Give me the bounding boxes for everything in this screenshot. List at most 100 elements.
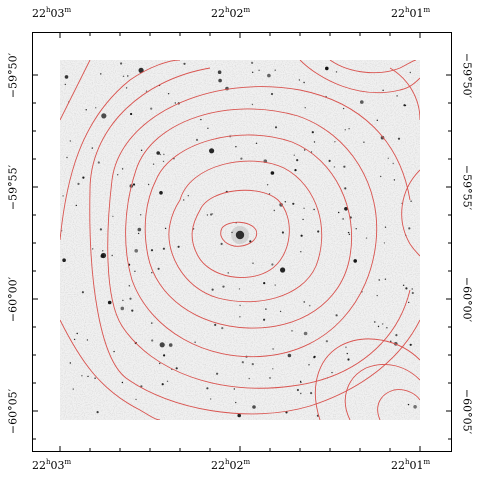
star: [303, 207, 305, 209]
star: [96, 411, 99, 414]
contour-level-1: [220, 221, 258, 247]
star: [384, 278, 387, 280]
star: [112, 215, 114, 218]
star: [405, 287, 408, 290]
central-halo: [231, 226, 249, 244]
star: [159, 362, 161, 365]
star: [363, 141, 365, 143]
contour-level-13: [344, 364, 420, 420]
star: [387, 157, 389, 159]
star: [304, 149, 306, 151]
star: [300, 234, 303, 237]
star: [348, 128, 350, 130]
star: [92, 248, 94, 250]
star: [81, 291, 84, 294]
star: [258, 69, 260, 71]
star: [365, 237, 368, 239]
star: [249, 240, 252, 243]
star: [206, 214, 209, 216]
star: [147, 183, 150, 186]
star: [134, 249, 138, 253]
star: [344, 187, 347, 190]
star: [411, 288, 413, 290]
star: [127, 75, 129, 77]
star: [300, 392, 302, 395]
plot-frame: [32, 32, 452, 452]
star: [298, 79, 301, 81]
star: [313, 141, 316, 143]
star: [135, 398, 137, 401]
star: [221, 327, 224, 330]
star: [313, 355, 316, 358]
star: [397, 137, 401, 140]
star: [81, 375, 83, 377]
dec-label-right-2: −59°55′: [460, 164, 474, 211]
star: [76, 332, 78, 335]
star: [344, 207, 348, 211]
star: [159, 153, 161, 156]
star: [380, 135, 385, 140]
star: [138, 67, 144, 73]
star: [210, 398, 212, 400]
star: [331, 371, 333, 374]
star: [214, 323, 217, 326]
star: [384, 226, 387, 228]
star: [209, 148, 215, 154]
star: [353, 259, 358, 263]
intensity-contours: [60, 60, 420, 420]
star: [91, 147, 93, 149]
star: [287, 353, 292, 358]
star: [393, 179, 396, 181]
star: [120, 62, 123, 65]
star: [100, 254, 105, 258]
star: [159, 342, 165, 348]
star: [217, 70, 222, 74]
star: [164, 227, 167, 230]
star: [77, 182, 80, 185]
star: [293, 154, 295, 156]
star: [113, 350, 115, 353]
star: [325, 340, 328, 343]
star: [72, 388, 74, 390]
star: [355, 228, 357, 230]
star: [211, 213, 214, 215]
star: [241, 361, 244, 364]
star: [380, 175, 382, 178]
star: [87, 375, 89, 378]
star: [408, 301, 410, 304]
star: [291, 330, 293, 332]
star: [347, 231, 350, 234]
star-field: [61, 61, 417, 418]
star: [73, 338, 76, 341]
dec-label-left-3: −60°00′: [6, 276, 20, 323]
star: [347, 358, 350, 361]
star: [317, 230, 320, 233]
star: [86, 339, 89, 341]
star: [175, 367, 178, 370]
star: [263, 282, 266, 285]
star: [267, 73, 271, 78]
star: [383, 242, 386, 244]
star: [338, 211, 340, 214]
ra-label-top-2: 22h02m: [211, 6, 251, 20]
star: [407, 403, 410, 406]
star: [296, 159, 299, 162]
star: [376, 294, 378, 297]
star: [342, 218, 344, 220]
star: [345, 346, 347, 348]
star: [273, 209, 275, 212]
star: [360, 100, 364, 104]
star: [252, 405, 256, 409]
star: [343, 165, 346, 168]
contour-level-15: [401, 169, 420, 257]
star: [403, 104, 406, 107]
star: [168, 343, 173, 347]
star: [211, 288, 214, 291]
dec-label-left-4: −60°05′: [6, 388, 20, 435]
star: [200, 118, 202, 121]
star: [159, 191, 163, 195]
star: [82, 176, 85, 179]
star: [194, 341, 196, 343]
star: [346, 352, 348, 355]
